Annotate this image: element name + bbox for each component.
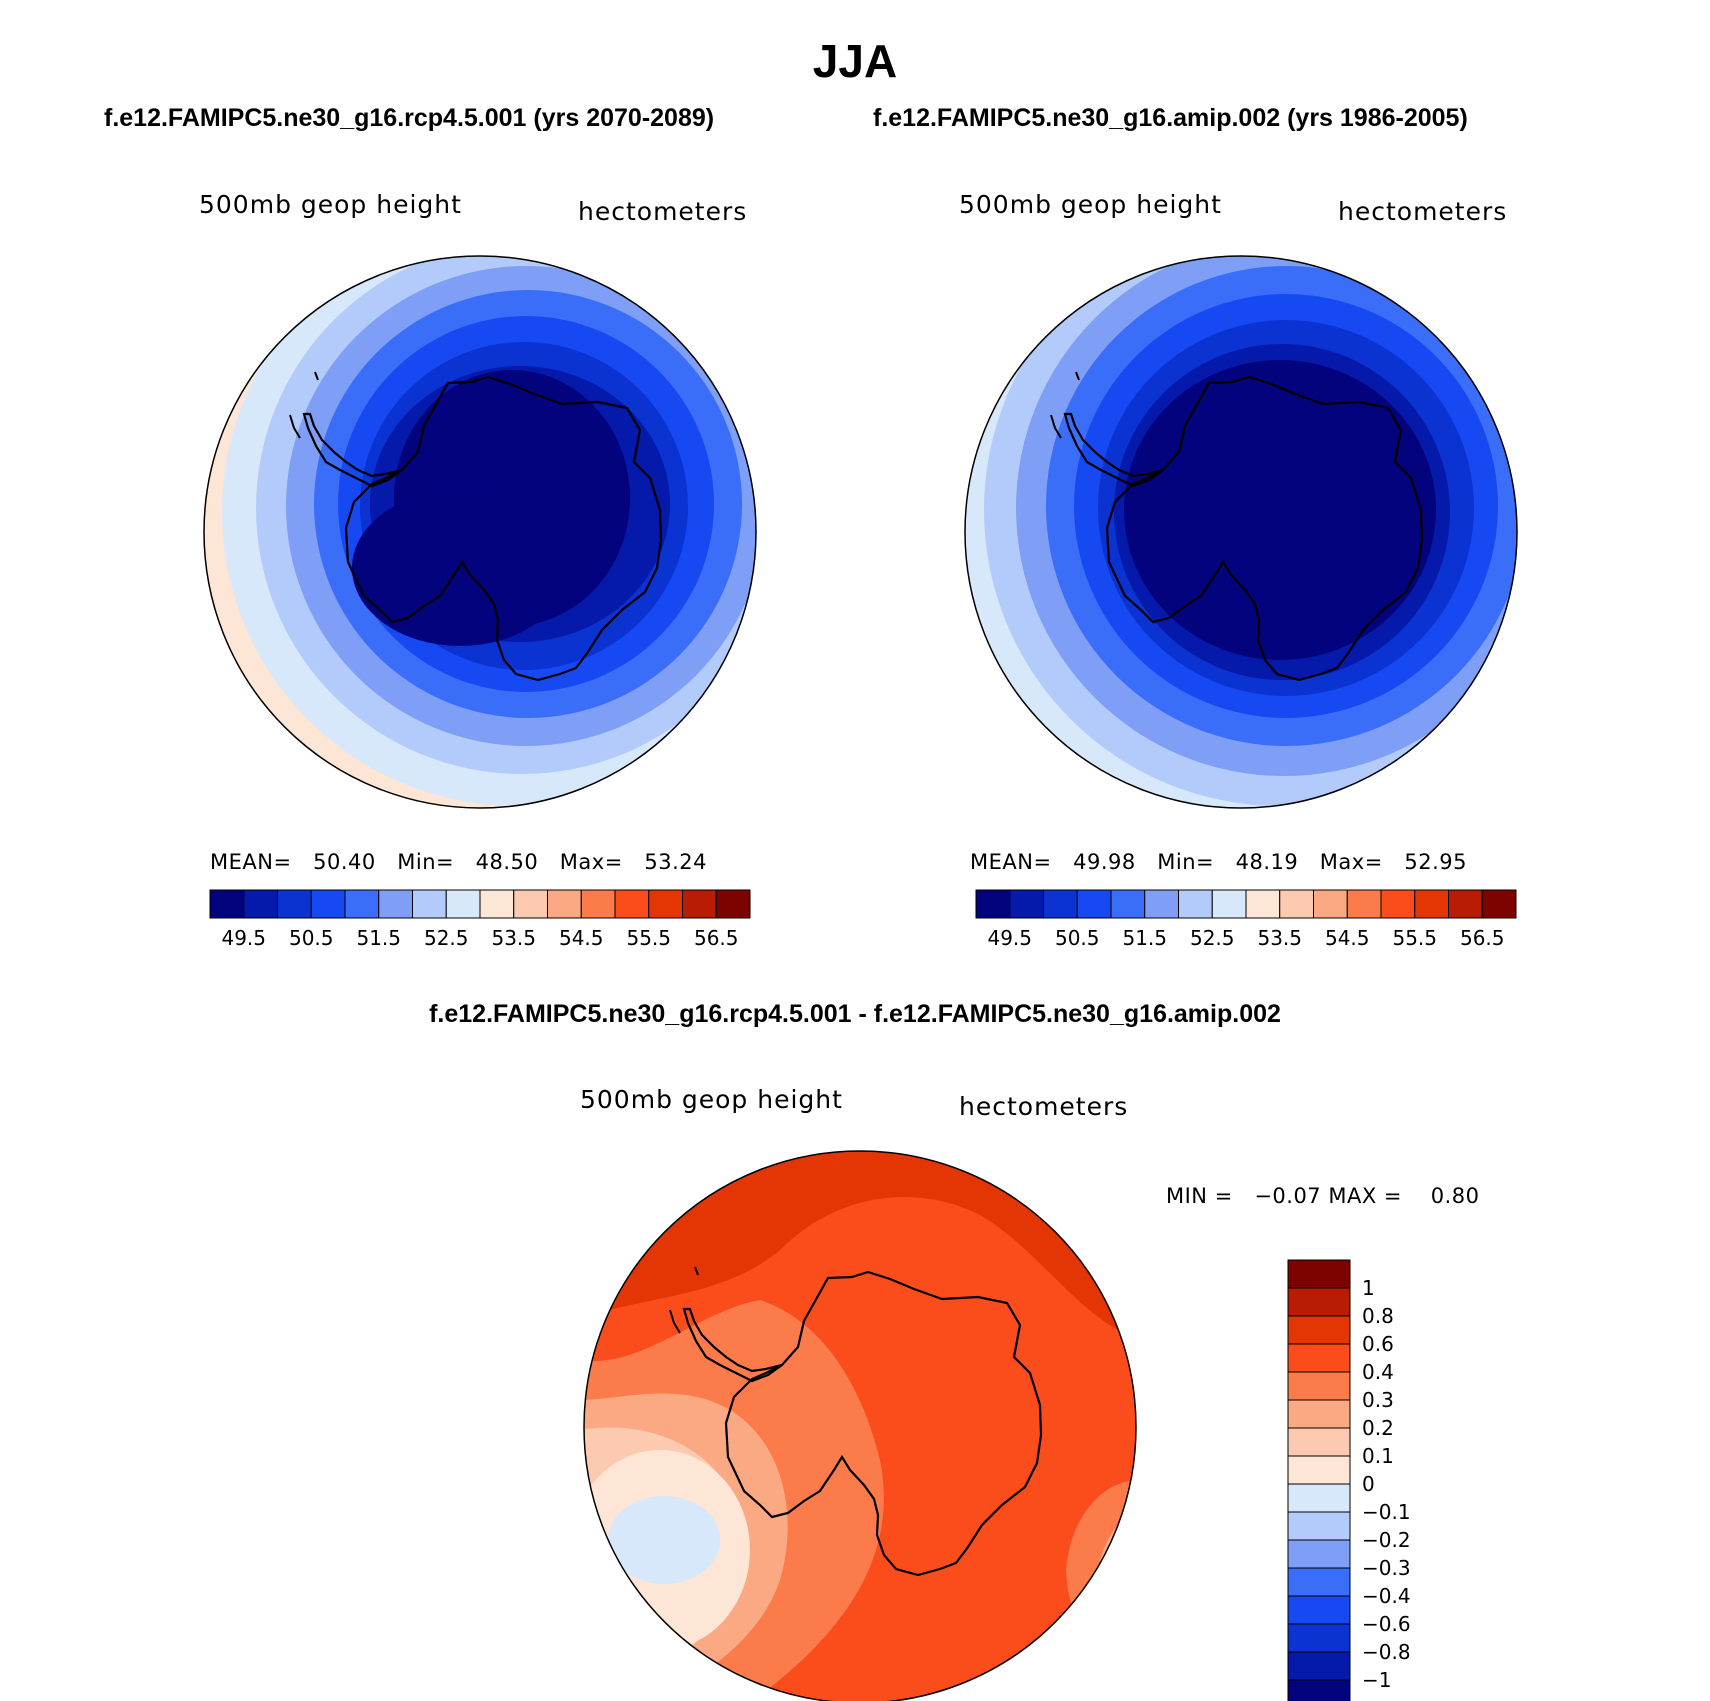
panel2-colorbar-box-11 (1346, 889, 1382, 919)
panel1-colorbar (209, 889, 751, 919)
difference-colorbar-tick-label: 0.1 (1362, 1444, 1394, 1468)
difference-colorbar-box-7 (1287, 1455, 1351, 1485)
difference-colorbar-tick-label: 0 (1362, 1472, 1375, 1496)
difference-colorbar-tick-label: 1 (1362, 1276, 1375, 1300)
difference-colorbar-tick-label: −0.3 (1362, 1556, 1411, 1580)
panel1-colorbar-box-13 (648, 889, 683, 919)
difference-minmax: MIN = −0.07 MAX = 0.80 (1166, 1184, 1480, 1208)
panel2-colorbar-tick-label: 54.5 (1324, 926, 1370, 950)
difference-map (584, 1151, 1136, 1701)
difference-colorbar-box-12 (1287, 1595, 1351, 1625)
panel1-colorbar-box-5 (378, 889, 413, 919)
panel2-colorbar-box-9 (1279, 889, 1314, 919)
panel2-colorbar-tick-label: 52.5 (1189, 926, 1235, 950)
panel2-colorbar-box-2 (1043, 889, 1078, 919)
difference-colorbar-tick-label: −1 (1362, 1668, 1392, 1692)
difference-colorbar-tick-label: −0.6 (1362, 1612, 1411, 1636)
panel2-colorbar-box-0 (975, 889, 1011, 919)
panel1-colorbar-tick-label: 52.5 (423, 926, 469, 950)
difference-colorbar-box-10 (1287, 1539, 1351, 1569)
difference-colorbar-tick-label: −0.4 (1362, 1584, 1411, 1608)
difference-colorbar-tick-label: 0.3 (1362, 1388, 1394, 1412)
panel1-colorbar-tick-label: 50.5 (288, 926, 334, 950)
panel2-case-label: f.e12.FAMIPC5.ne30_g16.amip.002 (yrs 198… (873, 104, 1468, 132)
difference-colorbar-tick-label: 0.2 (1362, 1416, 1394, 1440)
panel2-colorbar-box-3 (1076, 889, 1112, 919)
difference-colorbar-box-2 (1287, 1315, 1351, 1345)
panel1-colorbar-tick-label: 56.5 (693, 926, 739, 950)
panel2-variable-label: 500mb geop height (959, 190, 1222, 219)
panel1-colorbar-tick-label: 53.5 (491, 926, 537, 950)
panel1-colorbar-box-3 (310, 889, 346, 919)
panel2-colorbar-box-6 (1178, 889, 1213, 919)
panel1-colorbar-tick-label: 49.5 (221, 926, 267, 950)
difference-colorbar-tick-label: −0.2 (1362, 1528, 1411, 1552)
difference-colorbar-box-13 (1287, 1623, 1351, 1653)
panel1-colorbar-box-0 (209, 889, 245, 919)
difference-colorbar (1287, 1259, 1351, 1701)
panel1-colorbar-box-4 (344, 889, 380, 919)
difference-colorbar-box-4 (1287, 1371, 1351, 1401)
panel2-colorbar-box-4 (1110, 889, 1146, 919)
panel1-colorbar-box-7 (445, 889, 481, 919)
panel1-case-label: f.e12.FAMIPC5.ne30_g16.rcp4.5.001 (yrs 2… (104, 104, 715, 132)
difference-title: f.e12.FAMIPC5.ne30_g16.rcp4.5.001 - f.e1… (429, 1000, 1281, 1028)
panel2-units-label: hectometers (1338, 197, 1508, 226)
difference-colorbar-box-5 (1287, 1399, 1351, 1429)
panel1-map (204, 256, 756, 808)
panel1-colorbar-box-1 (243, 889, 278, 919)
panel2-map (965, 256, 1517, 808)
panel1-colorbar-box-10 (547, 889, 582, 919)
panel1-variable-label: 500mb geop height (199, 190, 462, 219)
difference-colorbar-box-0 (1287, 1259, 1351, 1289)
panel2-stats: MEAN= 49.98 Min= 48.19 Max= 52.95 (970, 850, 1467, 874)
difference-colorbar-box-3 (1287, 1343, 1351, 1373)
difference-units-label: hectometers (959, 1092, 1129, 1121)
panel1-colorbar-box-6 (412, 889, 447, 919)
panel2-colorbar-box-5 (1144, 889, 1179, 919)
panel2-colorbar-box-13 (1414, 889, 1449, 919)
panel2-colorbar-box-7 (1211, 889, 1247, 919)
panel1-colorbar-tick-label: 54.5 (558, 926, 604, 950)
panel2-colorbar-box-10 (1313, 889, 1348, 919)
difference-colorbar-tick-label: −0.8 (1362, 1640, 1411, 1664)
difference-colorbar-tick-label: 0.8 (1362, 1304, 1394, 1328)
panel2-colorbar-box-8 (1245, 889, 1281, 919)
panel2-colorbar-box-1 (1009, 889, 1044, 919)
difference-colorbar-tick-label: 0.6 (1362, 1332, 1394, 1356)
panel2-colorbar (975, 889, 1517, 919)
difference-colorbar-box-9 (1287, 1511, 1351, 1541)
panel2-colorbar-box-14 (1448, 889, 1483, 919)
panel2-colorbar-tick-label: 53.5 (1257, 926, 1303, 950)
panel1-units-label: hectometers (578, 197, 748, 226)
difference-colorbar-box-8 (1287, 1483, 1351, 1513)
panel2-colorbar-tick-label: 49.5 (987, 926, 1033, 950)
panel1-colorbar-box-15 (715, 889, 751, 919)
panel2-colorbar-box-12 (1380, 889, 1416, 919)
panel2-colorbar-tick-label: 51.5 (1122, 926, 1168, 950)
panel1-stats: MEAN= 50.40 Min= 48.50 Max= 53.24 (210, 850, 707, 874)
panel1-colorbar-box-9 (513, 889, 548, 919)
difference-colorbar-tick-label: −0.1 (1362, 1500, 1411, 1524)
panel1-colorbar-box-11 (580, 889, 616, 919)
panel1-colorbar-tick-label: 51.5 (356, 926, 402, 950)
difference-colorbar-box-6 (1287, 1427, 1351, 1457)
panel1-colorbar-tick-label: 55.5 (626, 926, 672, 950)
panel1-colorbar-box-8 (479, 889, 515, 919)
difference-colorbar-box-15 (1287, 1679, 1351, 1701)
difference-colorbar-tick-label: 0.4 (1362, 1360, 1394, 1384)
panel2-colorbar-box-15 (1481, 889, 1517, 919)
panel2-colorbar-tick-label: 56.5 (1459, 926, 1505, 950)
main-title: JJA (812, 35, 898, 87)
difference-colorbar-box-1 (1287, 1287, 1351, 1317)
panel1-colorbar-box-12 (614, 889, 650, 919)
panel1-colorbar-box-2 (277, 889, 312, 919)
difference-colorbar-box-14 (1287, 1651, 1351, 1681)
difference-variable-label: 500mb geop height (580, 1085, 843, 1114)
panel2-colorbar-tick-label: 55.5 (1392, 926, 1438, 950)
difference-colorbar-box-11 (1287, 1567, 1351, 1597)
panel1-colorbar-box-14 (682, 889, 717, 919)
panel2-colorbar-tick-label: 50.5 (1054, 926, 1100, 950)
